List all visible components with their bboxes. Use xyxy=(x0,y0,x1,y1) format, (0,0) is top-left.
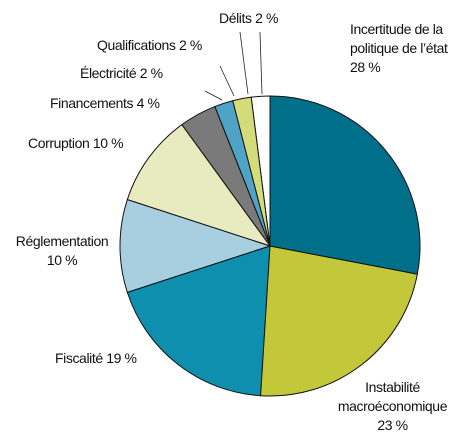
category-name: Qualifications xyxy=(97,37,176,53)
value-label: 4 % xyxy=(136,95,160,111)
category-name: Fiscalité xyxy=(55,350,103,366)
slice-label: Réglementation 10 % xyxy=(12,232,112,270)
slice-label: Corruption 10 % xyxy=(28,134,188,153)
slice-label: Délits 2 % xyxy=(219,9,319,28)
pie-slice xyxy=(269,95,421,275)
pie-slice xyxy=(126,123,272,247)
pie-slice xyxy=(119,199,272,293)
leader-lines xyxy=(204,31,263,101)
slice-label: Instabilité macroéconomique 23 % xyxy=(330,378,455,435)
category-name: Électricité xyxy=(80,65,137,81)
value-label: 28 % xyxy=(350,59,381,75)
slice-label: Électricité 2 % xyxy=(80,64,240,83)
value-label: 10 % xyxy=(92,135,124,151)
slice-label: Incertitude de la politique de l’état 28… xyxy=(350,20,455,77)
slice-label: Fiscalité 19 % xyxy=(55,349,215,368)
value-label: 19 % xyxy=(106,350,137,366)
category-name: Incertitude de la politique de l’état xyxy=(350,21,448,56)
value-label: 2 % xyxy=(255,10,279,26)
slice-label: Financements 4 % xyxy=(50,94,210,113)
category-name: Instabilité macroéconomique xyxy=(337,379,448,414)
value-label: 2 % xyxy=(139,65,163,81)
pie-slice xyxy=(260,245,418,397)
slice-label: Qualifications 2 % xyxy=(97,36,257,55)
category-name: Financements xyxy=(50,95,134,111)
category-name: Délits xyxy=(219,10,252,26)
pie-slice xyxy=(126,245,271,397)
value-label: 10 % xyxy=(46,252,78,268)
category-name: Réglementation xyxy=(15,233,109,249)
category-name: Corruption xyxy=(28,135,90,151)
value-label: 23 % xyxy=(377,417,408,433)
value-label: 2 % xyxy=(178,37,202,53)
